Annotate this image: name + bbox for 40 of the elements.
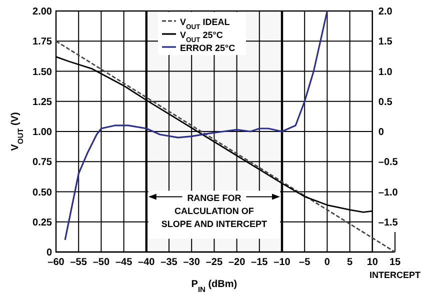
y2-tick-label: 2.0 xyxy=(378,6,393,18)
x-tick-label: –45 xyxy=(115,257,133,268)
x-tick-label: 10 xyxy=(366,257,378,268)
legend-label: ERROR 25°C xyxy=(180,43,236,53)
y-tick-label: 1.75 xyxy=(32,36,52,48)
x-tick-label: –15 xyxy=(251,257,268,268)
y-tick-label: 1.25 xyxy=(32,96,52,108)
y2-tick-label: 1.0 xyxy=(378,66,393,78)
legend-label: V$_{OUT}$ 25°C xyxy=(180,30,224,44)
y2-tick-label: –1.0 xyxy=(378,187,398,198)
legend-label: V$_{OUT}$ IDEAL xyxy=(180,17,230,30)
y-tick-label: 0.75 xyxy=(32,157,52,168)
y-tick-label: 0.50 xyxy=(32,187,52,198)
x-tick-label: –50 xyxy=(92,257,110,268)
line-series xyxy=(64,10,328,241)
annotation: INTERCEPT xyxy=(369,270,421,280)
band-label: RANGE FOR CALCULATION OF SLOPE AND INTERCEPT xyxy=(161,192,268,229)
y2-tick-label: 1.5 xyxy=(378,36,393,48)
x-tick-label: –20 xyxy=(228,257,246,268)
x-tick-label: –40 xyxy=(138,257,156,268)
x-tick-label: –30 xyxy=(183,257,200,268)
x-tick-label: 15 xyxy=(389,257,401,268)
x-tick-label: –25 xyxy=(206,257,223,268)
y-tick-label: 1.50 xyxy=(32,66,52,78)
y2-tick-label: –0.5 xyxy=(378,157,398,168)
x-axis-title: P$_{IN}$ (dBm) xyxy=(191,279,238,293)
y-tick-label: 1.00 xyxy=(32,127,52,138)
y-tick-label: 2.00 xyxy=(32,6,52,18)
y2-tick-label: 0.5 xyxy=(378,96,393,108)
x-tick-label: –35 xyxy=(160,257,178,268)
x-tick-label: 0 xyxy=(324,257,330,268)
y-tick-label: 0.25 xyxy=(32,217,52,228)
x-tick-label: –10 xyxy=(274,257,291,268)
x-tick-label: –55 xyxy=(70,257,88,268)
y-tick-label: 0 xyxy=(46,248,52,258)
x-tick-label: –60 xyxy=(48,257,65,268)
x-tick-label: –5 xyxy=(299,257,311,268)
y2-tick-label: –1.5 xyxy=(378,217,398,228)
y2-tick-label: 0 xyxy=(378,127,384,138)
x-tick-label: 5 xyxy=(347,257,354,268)
